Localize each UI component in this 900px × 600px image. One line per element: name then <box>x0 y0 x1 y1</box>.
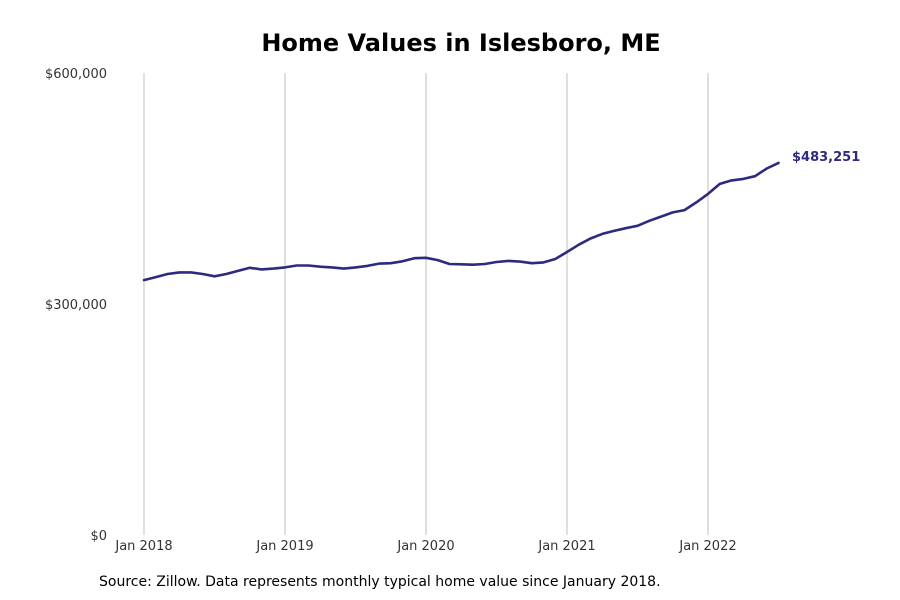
x-axis-ticks: Jan 2018 Jan 2019 Jan 2020 Jan 2021 Jan 2022 <box>114 539 736 554</box>
source-note: Source: Zillow. Data represents monthly … <box>99 574 661 590</box>
latest-value-label: $483,251 <box>792 150 860 165</box>
home-value-line <box>142 161 780 282</box>
y-tick-label: $0 <box>90 529 107 544</box>
x-tick-label: Jan 2018 <box>114 539 172 554</box>
y-tick-label: $600,000 <box>45 67 107 82</box>
x-tick-label: Jan 2021 <box>537 539 595 554</box>
grid-lines <box>143 73 709 535</box>
y-axis-ticks: $0 $300,000 $600,000 <box>45 67 107 544</box>
chart-title: Home Values in Islesboro, ME <box>261 29 660 57</box>
y-tick-label: $300,000 <box>45 298 107 313</box>
x-tick-label: Jan 2022 <box>678 539 736 554</box>
x-tick-label: Jan 2019 <box>255 539 313 554</box>
x-tick-label: Jan 2020 <box>396 539 454 554</box>
